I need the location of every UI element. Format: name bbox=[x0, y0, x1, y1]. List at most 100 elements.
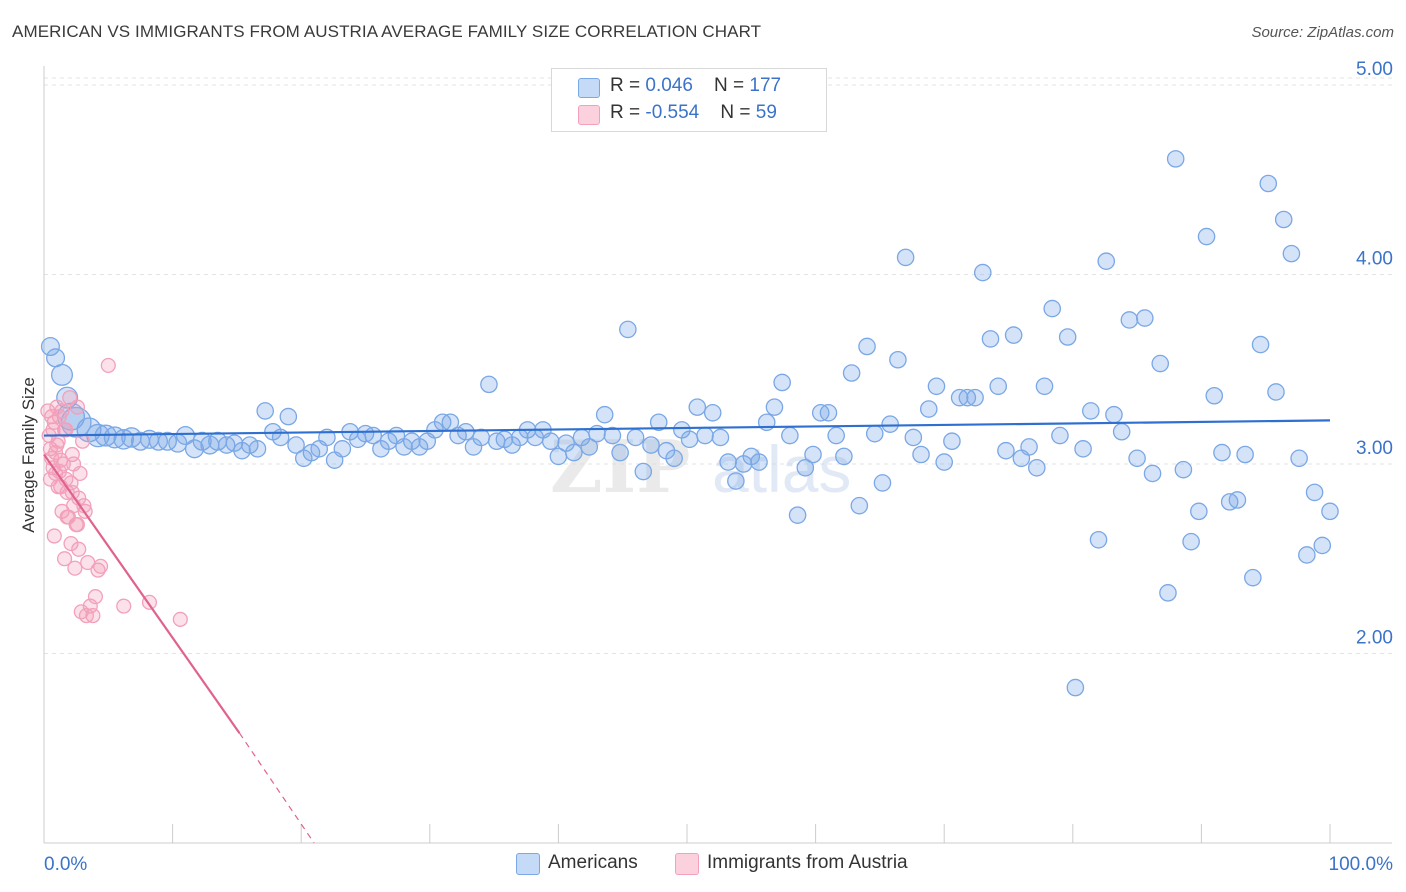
americans-point bbox=[1282, 244, 1301, 263]
americans-point bbox=[1066, 678, 1085, 697]
legend-swatch-americans bbox=[578, 78, 600, 98]
austria-point bbox=[59, 509, 75, 525]
americans-point bbox=[1205, 386, 1224, 405]
austria-point bbox=[93, 558, 109, 574]
austria-point bbox=[69, 517, 86, 533]
americans-point bbox=[1213, 443, 1231, 462]
americans-point bbox=[850, 496, 869, 515]
americans-point bbox=[1082, 402, 1100, 420]
austria-point bbox=[69, 399, 86, 415]
legend-r-value: -0.554 bbox=[645, 102, 700, 123]
americans-point bbox=[1043, 299, 1062, 318]
tick-labels: 2.00 3.00 4.00 5.00 0.0% 100.0% Average Family… bbox=[19, 59, 1393, 875]
americans-point bbox=[318, 428, 336, 447]
austria-point bbox=[48, 445, 64, 461]
americans-point bbox=[480, 375, 498, 394]
americans-point bbox=[1274, 210, 1293, 229]
y-tick-label: 5.00 bbox=[1356, 59, 1393, 80]
americans-point bbox=[1128, 449, 1146, 468]
americans-point bbox=[858, 337, 876, 356]
americans-point bbox=[1236, 445, 1254, 464]
americans-point bbox=[1190, 502, 1208, 521]
americans-point bbox=[835, 447, 853, 466]
bottom-legend-swatch-austria bbox=[675, 853, 699, 875]
americans-point bbox=[819, 404, 838, 422]
americans-point bbox=[865, 424, 884, 443]
americans-point bbox=[750, 453, 768, 471]
americans-point bbox=[1174, 460, 1193, 479]
legend-n-value: 177 bbox=[749, 75, 782, 96]
americans-point bbox=[703, 404, 722, 422]
americans-point bbox=[1251, 335, 1270, 354]
austria-point bbox=[57, 551, 73, 567]
correlation-legend: R = 0.046 N = 177 R = -0.554 N = 59 bbox=[551, 68, 827, 132]
americans-point bbox=[1159, 584, 1177, 602]
americans-point bbox=[580, 438, 599, 456]
americans-point bbox=[626, 428, 645, 447]
source-label: Source: ZipAtlas.com bbox=[1251, 24, 1394, 41]
americans-point bbox=[256, 402, 274, 420]
americans-point bbox=[1097, 252, 1116, 270]
americans-point bbox=[603, 426, 622, 445]
legend-n-value: 59 bbox=[755, 102, 777, 123]
austria-point bbox=[75, 433, 91, 449]
austria-point bbox=[42, 471, 59, 487]
americans-point bbox=[1120, 311, 1139, 329]
americans-point bbox=[184, 439, 205, 459]
legend-n-label: N = bbox=[714, 75, 750, 96]
americans-point bbox=[973, 263, 992, 282]
americans-point bbox=[1035, 377, 1054, 396]
americans-point bbox=[711, 428, 730, 447]
americans-point bbox=[680, 430, 699, 449]
legend-r-value: 0.046 bbox=[645, 75, 693, 96]
x-tick-label: 0.0% bbox=[44, 854, 87, 875]
americans-points bbox=[40, 150, 1339, 697]
grid-lines bbox=[44, 77, 1392, 654]
bottom-legend-label-austria: Immigrants from Austria bbox=[707, 852, 908, 873]
americans-trend-line bbox=[43, 419, 1331, 437]
americans-point bbox=[989, 377, 1008, 396]
americans-point bbox=[279, 407, 298, 426]
americans-point bbox=[619, 320, 637, 339]
americans-point bbox=[1027, 458, 1046, 477]
austria-point bbox=[57, 422, 73, 438]
americans-point bbox=[773, 373, 791, 392]
austria-point bbox=[67, 560, 83, 576]
americans-point bbox=[1020, 438, 1038, 456]
americans-point bbox=[565, 443, 583, 462]
americans-point bbox=[696, 426, 714, 445]
americans-point bbox=[997, 441, 1015, 460]
americans-point bbox=[1244, 568, 1262, 587]
austria-point bbox=[82, 598, 98, 614]
austria-point bbox=[49, 399, 65, 415]
americans-point bbox=[1051, 426, 1069, 445]
y-tick-label: 3.00 bbox=[1356, 438, 1393, 459]
americans-point bbox=[804, 445, 822, 464]
americans-point bbox=[248, 440, 267, 458]
bottom-legend-label-americans: Americans bbox=[548, 852, 638, 873]
austria-point bbox=[46, 528, 62, 544]
austria-point bbox=[55, 456, 71, 472]
americans-point bbox=[1290, 449, 1308, 468]
americans-point bbox=[1228, 491, 1247, 509]
austria-point bbox=[87, 589, 104, 605]
americans-point bbox=[1151, 354, 1170, 373]
americans-point bbox=[1058, 328, 1077, 346]
austria-point bbox=[78, 608, 95, 624]
americans-point bbox=[665, 449, 683, 468]
americans-point bbox=[765, 398, 784, 416]
watermark-atlas: atlas bbox=[712, 432, 851, 506]
austria-point bbox=[63, 535, 79, 552]
americans-point bbox=[611, 443, 629, 462]
americans-point bbox=[40, 336, 60, 357]
americans-point bbox=[1074, 440, 1092, 458]
americans-point bbox=[881, 415, 899, 433]
americans-point bbox=[719, 453, 737, 471]
austria-point bbox=[71, 541, 87, 557]
americans-point bbox=[472, 428, 491, 447]
austria-point bbox=[172, 611, 188, 627]
americans-point bbox=[1004, 326, 1023, 344]
americans-point bbox=[1136, 309, 1154, 327]
americans-point bbox=[912, 445, 930, 464]
